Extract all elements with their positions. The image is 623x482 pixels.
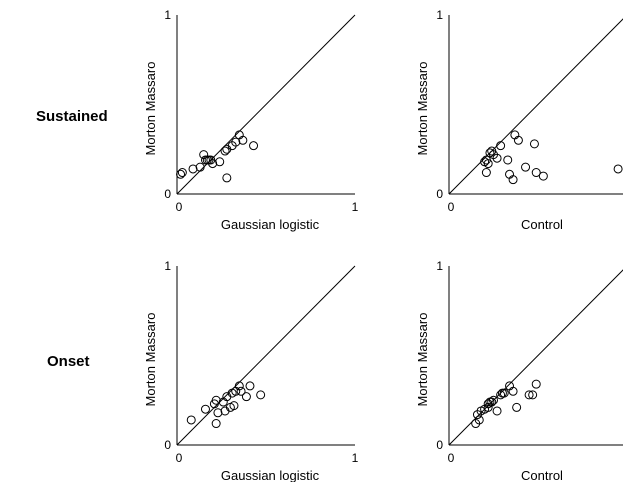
x-tick-label: 0 [448, 451, 455, 465]
identity-line [448, 269, 623, 446]
scatter-point [481, 168, 491, 178]
row-label-sustained: Sustained [36, 108, 108, 125]
y-tick-label: 1 [436, 259, 443, 273]
scatter-point [238, 135, 248, 145]
scatter-point [531, 168, 541, 178]
x-axis-label: Control [521, 468, 563, 482]
scatter-point [222, 173, 232, 183]
scatter-point [487, 397, 497, 407]
identity-line [448, 18, 623, 195]
scatter-point [229, 401, 239, 411]
scatter-point [213, 408, 223, 418]
scatter-point [508, 175, 518, 185]
x-axis-label: Gaussian logistic [221, 217, 320, 232]
scatter-point [613, 164, 623, 174]
scatter-point [513, 135, 523, 145]
y-tick-label: 0 [164, 187, 171, 201]
scatter-point [503, 155, 513, 165]
scatter-point [524, 390, 534, 400]
scatter-point [483, 159, 493, 169]
y-axis-label: Morton Massaro [143, 62, 158, 156]
y-tick-label: 1 [436, 8, 443, 22]
identity-line [176, 265, 356, 446]
x-axis-label: Control [521, 217, 563, 232]
scatter-point [538, 171, 548, 181]
scatter-point [241, 392, 251, 402]
x-tick-label: 0 [448, 200, 455, 214]
scatter-point [528, 390, 538, 400]
scatter-point [512, 402, 522, 412]
scatter-point [177, 168, 187, 178]
scatter-point [186, 415, 196, 425]
scatter-point [249, 141, 259, 151]
scatter-point [529, 139, 539, 149]
y-tick-label: 0 [436, 187, 443, 201]
x-tick-label: 0 [176, 200, 183, 214]
scatter-point [492, 406, 502, 416]
scatter-point [531, 379, 541, 389]
scatter-point [215, 157, 225, 167]
y-tick-label: 0 [436, 438, 443, 452]
scatter-point [220, 146, 230, 156]
scatter-point [200, 404, 210, 414]
scatter-point [234, 381, 244, 391]
scatter-point [256, 390, 266, 400]
scatter-point [176, 169, 186, 179]
scatter-point [508, 386, 518, 396]
scatter-point [492, 153, 502, 163]
y-tick-label: 1 [164, 8, 171, 22]
scatter-point [245, 381, 255, 391]
scatter-point [489, 395, 498, 405]
y-axis-label: Morton Massaro [415, 313, 430, 407]
scatter-point [211, 419, 221, 429]
scatter-point [496, 141, 506, 151]
scatter-point [499, 388, 509, 398]
scatter-point [474, 415, 484, 425]
scatter-point [236, 386, 246, 396]
y-tick-label: 1 [164, 259, 171, 273]
scatter-point [497, 388, 507, 398]
scatter-point [521, 162, 531, 172]
y-axis-label: Morton Massaro [415, 62, 430, 156]
scatter-point [208, 159, 218, 169]
x-tick-label: 1 [352, 200, 359, 214]
y-axis-label: Morton Massaro [143, 313, 158, 407]
row-label-onset: Onset [47, 353, 90, 370]
y-tick-label: 0 [164, 438, 171, 452]
scatter-point [188, 164, 198, 174]
x-tick-label: 0 [176, 451, 183, 465]
x-axis-label: Gaussian logistic [221, 468, 320, 482]
scatter-point [195, 162, 205, 172]
scatter-point [211, 395, 221, 405]
x-tick-label: 1 [352, 451, 359, 465]
scatter-point [231, 137, 241, 147]
